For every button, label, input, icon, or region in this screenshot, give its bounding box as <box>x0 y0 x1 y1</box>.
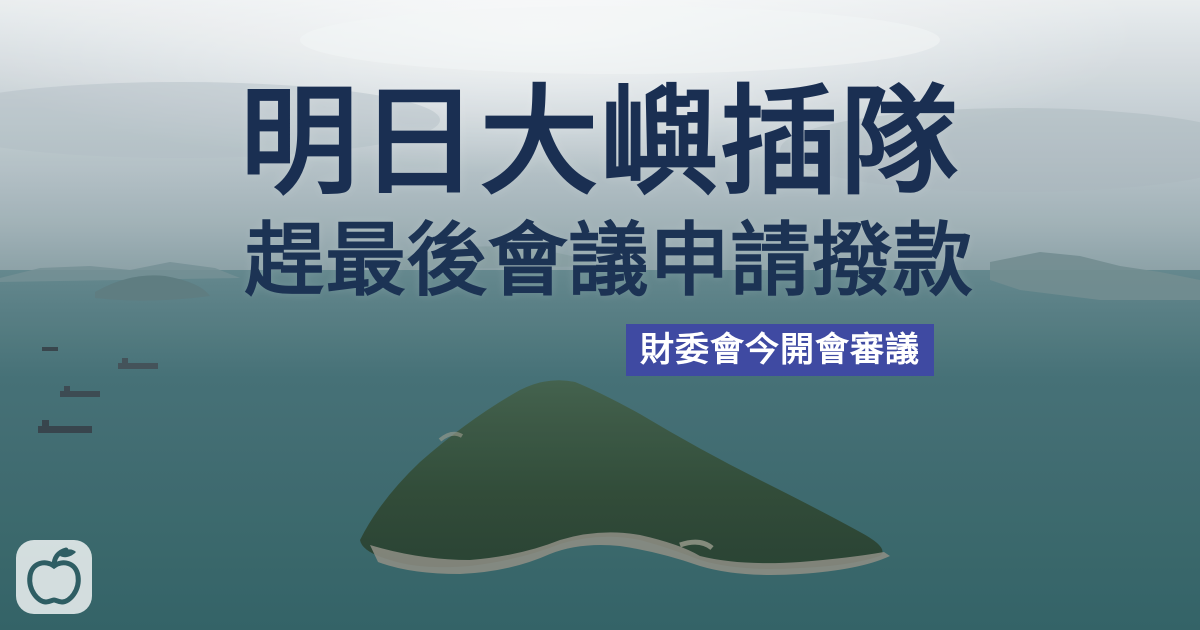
rock-outcrop <box>679 539 714 551</box>
cloud <box>780 108 1200 192</box>
island <box>360 380 883 569</box>
cloud <box>0 82 440 158</box>
apple-icon <box>16 540 92 614</box>
subheadline-badge: 財委會今開會審議 <box>626 324 934 376</box>
small-island-left <box>95 275 210 301</box>
cloud <box>300 6 940 74</box>
ships <box>38 347 158 433</box>
distant-hills-right <box>990 252 1200 300</box>
rock-outcrop <box>438 431 464 442</box>
distant-hills-center <box>400 246 600 270</box>
island-shoreline <box>370 532 890 575</box>
distant-hills-left <box>0 262 240 282</box>
